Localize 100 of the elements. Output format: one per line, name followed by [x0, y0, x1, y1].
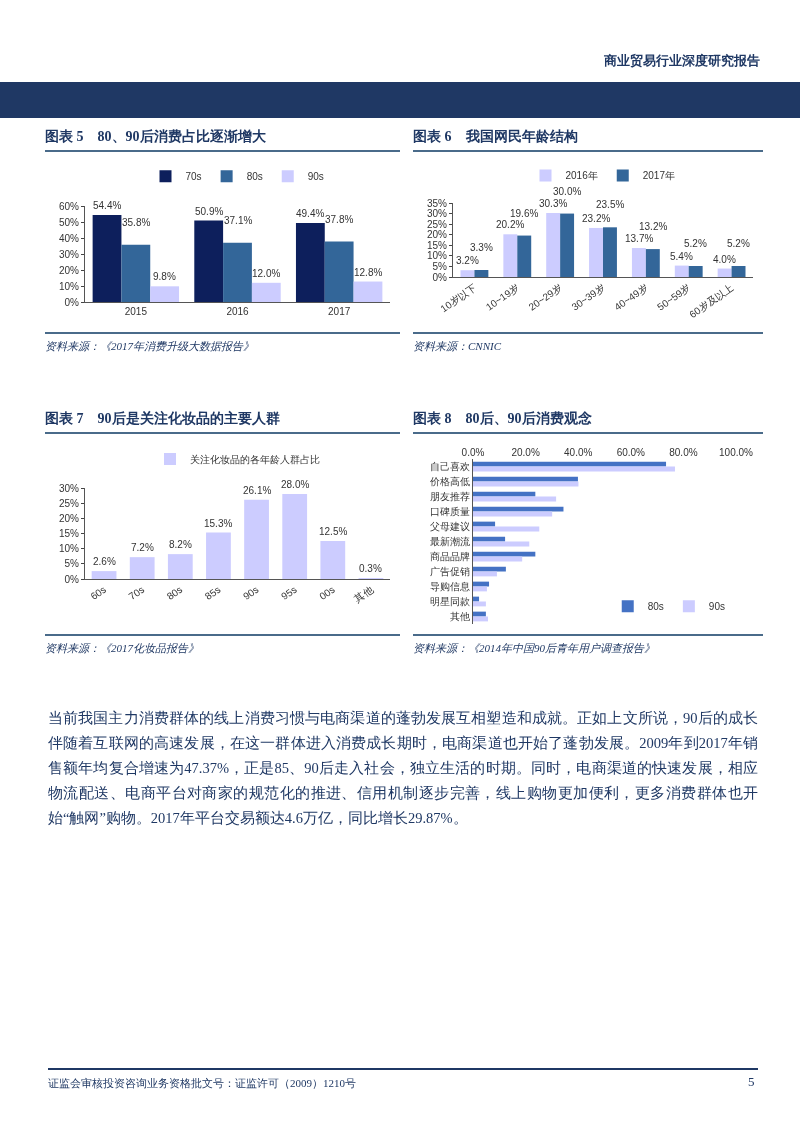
y-tick-label: 其他 [450, 611, 470, 622]
x-tick-label: 2016 [226, 306, 250, 317]
data-label: 3.3% [470, 242, 493, 253]
y-tick-label: 5% [64, 558, 80, 570]
data-label: 13.7% [625, 233, 654, 244]
bar [460, 270, 475, 277]
data-label: 12.5% [319, 526, 348, 537]
bar [473, 611, 486, 617]
data-label: 13.2% [639, 221, 668, 232]
data-label: 5.2% [727, 238, 750, 249]
x-tick-label: 10岁以下 [438, 281, 479, 315]
x-tick-label: 00s [317, 583, 337, 602]
bar [674, 265, 689, 277]
bar [320, 541, 346, 579]
bar [206, 532, 231, 579]
data-label: 9.8% [153, 271, 176, 282]
bar [473, 581, 490, 587]
text: 证监会审核投资咨询业务资格批文号：证监许可（2009）1210号 [48, 1077, 356, 1089]
bar [560, 213, 575, 277]
y-tick-label: 0% [64, 296, 80, 308]
y-tick-label: 商品品牌 [430, 551, 470, 562]
x-tick-label: 其他 [352, 583, 375, 605]
y-tick-label: 60% [58, 200, 80, 212]
text: 5 [748, 1074, 755, 1090]
x-tick-label: 2015 [124, 306, 148, 317]
chart-title: 图表 6 我国网民年龄结构 [413, 128, 763, 152]
y-tick-label: 0% [64, 573, 80, 585]
bar [251, 282, 281, 302]
y-tick-label: 40% [58, 232, 80, 244]
y-tick-label: 50% [58, 216, 80, 228]
bar [688, 266, 703, 277]
y-tick-label: 价格高低 [429, 476, 470, 487]
legend-label: 90s [307, 171, 324, 183]
y-tick-label: 明星同款 [430, 596, 470, 607]
data-label: 4.0% [713, 254, 736, 265]
bar [129, 557, 155, 579]
legend-label: 80s [647, 601, 664, 613]
data-label: 5.2% [684, 238, 707, 249]
bar [603, 227, 617, 277]
x-tick-label: 0.0% [461, 447, 485, 458]
bar [473, 521, 496, 527]
data-label: 28.0% [281, 479, 310, 490]
y-tick-label: 20% [58, 264, 80, 276]
y-tick-label: 5% [432, 260, 448, 272]
y-tick-label: 15% [426, 239, 448, 251]
text: 资料来源：《2014年中国90后青年用户调查报告》 [413, 634, 763, 656]
text: 当前我国主力消费群体的线上消费习惯与电商渠道的蓬勃发展互相塑造和成就。正如上文所说，90后的成长伴随着互联网的高速发展，在这一群体进入消费成长期时，电商渠道也开始了蓬勃发展。2009年到2017年销售额年均复合增速为47.37%，正是85、90后走入社会，独立生活的时期。同时，电商渠道的快速发展，相应物流配送、电商平台对商家的规范化的推进、信用机制逐步完善，线上购物更加便利，更多消费群体也开始“触网”购物。2017年平台交易额达4.6万亿，同比增长29.87%。 [48, 709, 759, 828]
x-tick-label: 95s [279, 583, 299, 602]
bar [167, 554, 193, 579]
bar [223, 242, 252, 302]
x-tick-label: 60s [88, 583, 109, 602]
data-label: 8.2% [169, 539, 192, 550]
y-tick-label: 自己喜欢 [430, 461, 470, 472]
chart-title: 图表 8 80后、90后消费观念 [413, 410, 763, 434]
y-tick-label: 10% [58, 280, 80, 292]
text: 资料来源：《2017年消费升级大数据报告》 [45, 332, 400, 354]
legend-label: 2017年 [642, 170, 675, 182]
bar [194, 220, 224, 302]
bar [473, 476, 578, 482]
bar [631, 248, 646, 277]
legend-label: 80s [246, 171, 263, 183]
bar [473, 491, 536, 497]
y-tick-label: 20% [426, 229, 448, 241]
y-tick-label: 导购信息 [430, 581, 470, 592]
legend-label: 70s [185, 171, 202, 183]
y-tick-label: 口碑质量 [430, 506, 470, 517]
bar [473, 551, 536, 557]
data-label: 3.2% [456, 255, 479, 266]
data-label: 7.2% [131, 542, 154, 553]
data-label: 30.3% [539, 198, 568, 209]
y-tick-label: 朋友推荐 [430, 491, 470, 502]
data-label: 37.8% [325, 214, 354, 225]
bar [474, 270, 489, 277]
y-tick-label: 最新潮流 [430, 536, 470, 547]
data-label: 2.6% [93, 556, 116, 567]
bar [473, 596, 480, 602]
bar [546, 212, 561, 277]
y-tick-label: 35% [426, 197, 448, 209]
legend-label: 2016年 [565, 170, 598, 182]
bar [295, 222, 325, 302]
chart-title: 图表 5 80、90后消费占比逐渐增大 [45, 128, 400, 152]
x-tick-label: 85s [202, 583, 223, 602]
data-label: 12.8% [354, 267, 383, 278]
x-tick-label: 100.0% [719, 447, 754, 458]
text: 资料来源：《2017化妆品报告》 [45, 634, 400, 656]
data-label: 23.2% [582, 213, 611, 224]
y-tick-label: 15% [58, 528, 80, 539]
y-tick-label: 30% [426, 208, 448, 220]
bar [589, 227, 603, 277]
y-tick-label: 25% [426, 218, 448, 230]
y-tick-label: 25% [58, 497, 80, 509]
x-tick-label: 60岁及以上 [687, 281, 736, 321]
y-tick-label: 20% [58, 512, 80, 524]
data-label: 35.8% [122, 217, 151, 228]
legend-label: 90s [708, 601, 725, 613]
y-tick-label: 10% [426, 250, 448, 262]
data-label: 0.3% [359, 563, 382, 574]
bar [150, 286, 180, 302]
data-label: 23.5% [596, 199, 625, 210]
x-tick-label: 80.0% [669, 447, 698, 458]
